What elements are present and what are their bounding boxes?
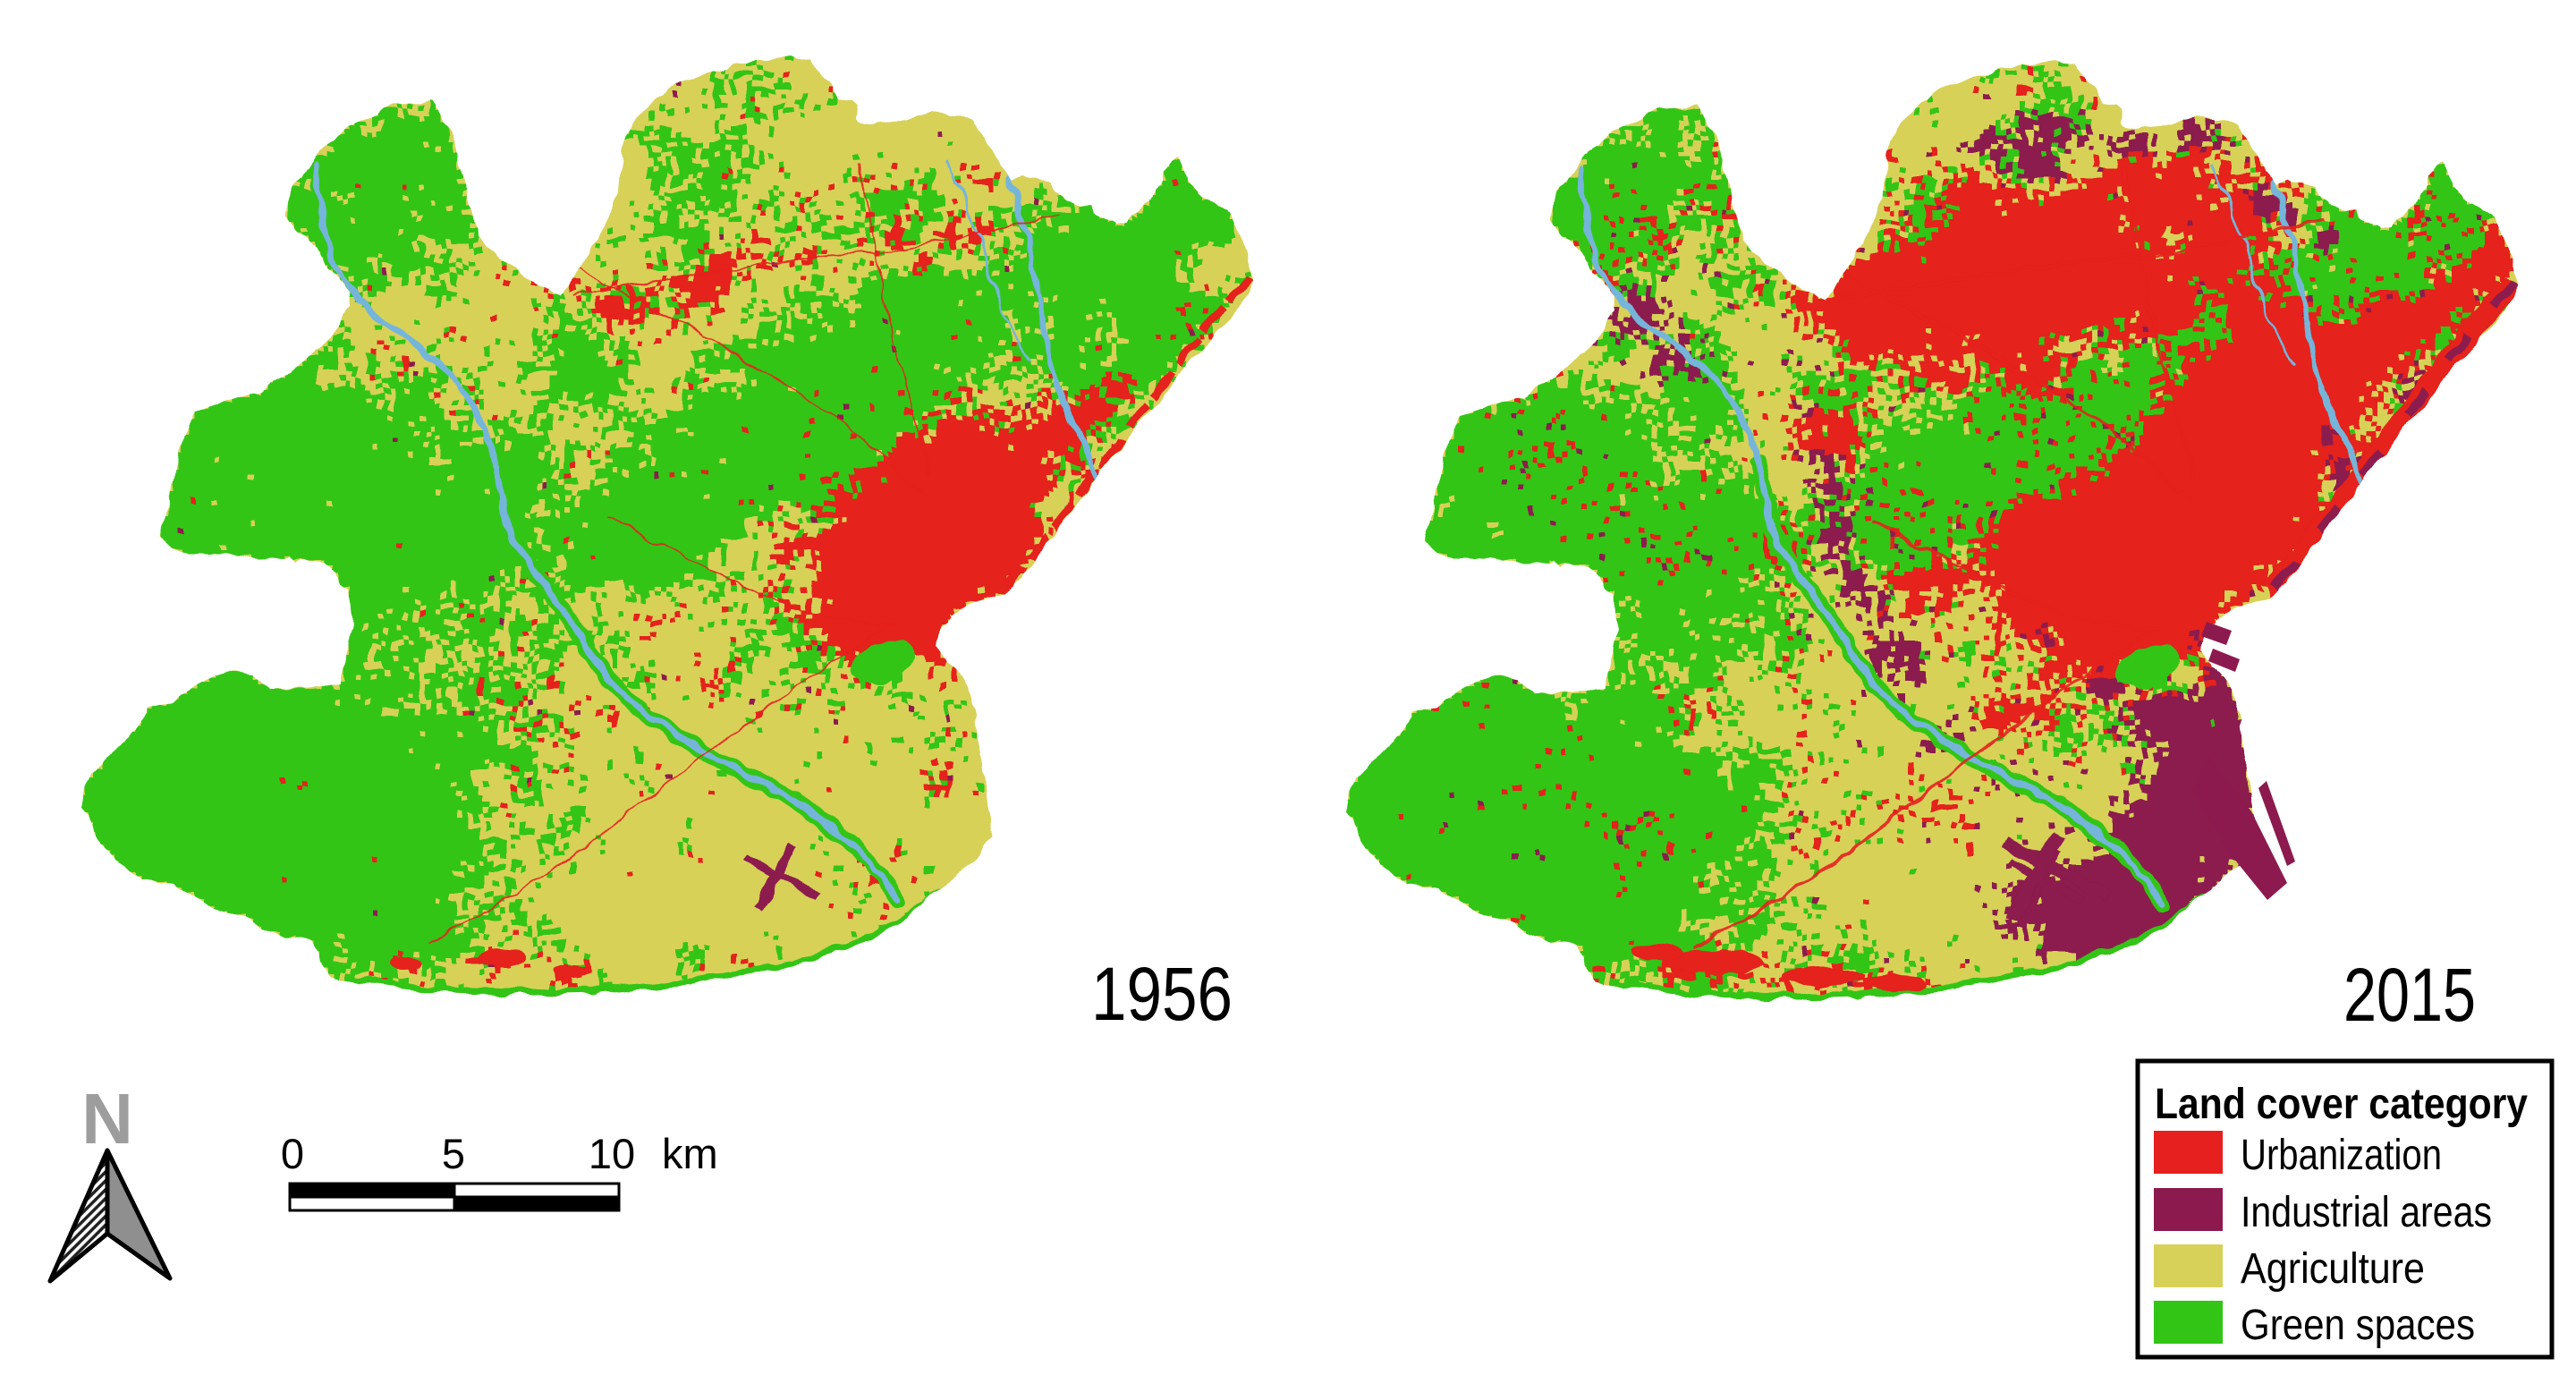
svg-text:Agriculture: Agriculture — [2241, 1245, 2425, 1293]
svg-text:N: N — [81, 1079, 133, 1159]
svg-text:0: 0 — [281, 1130, 304, 1177]
svg-text:Green spaces: Green spaces — [2241, 1302, 2475, 1349]
svg-text:2015: 2015 — [2343, 953, 2476, 1037]
svg-text:Industrial areas: Industrial areas — [2241, 1189, 2492, 1236]
svg-text:10: 10 — [589, 1130, 635, 1177]
svg-text:Land cover category: Land cover category — [2155, 1081, 2528, 1128]
svg-text:5: 5 — [442, 1130, 465, 1177]
svg-text:km: km — [662, 1130, 718, 1177]
svg-text:Urbanization: Urbanization — [2241, 1132, 2442, 1179]
svg-text:1956: 1956 — [1091, 952, 1233, 1036]
